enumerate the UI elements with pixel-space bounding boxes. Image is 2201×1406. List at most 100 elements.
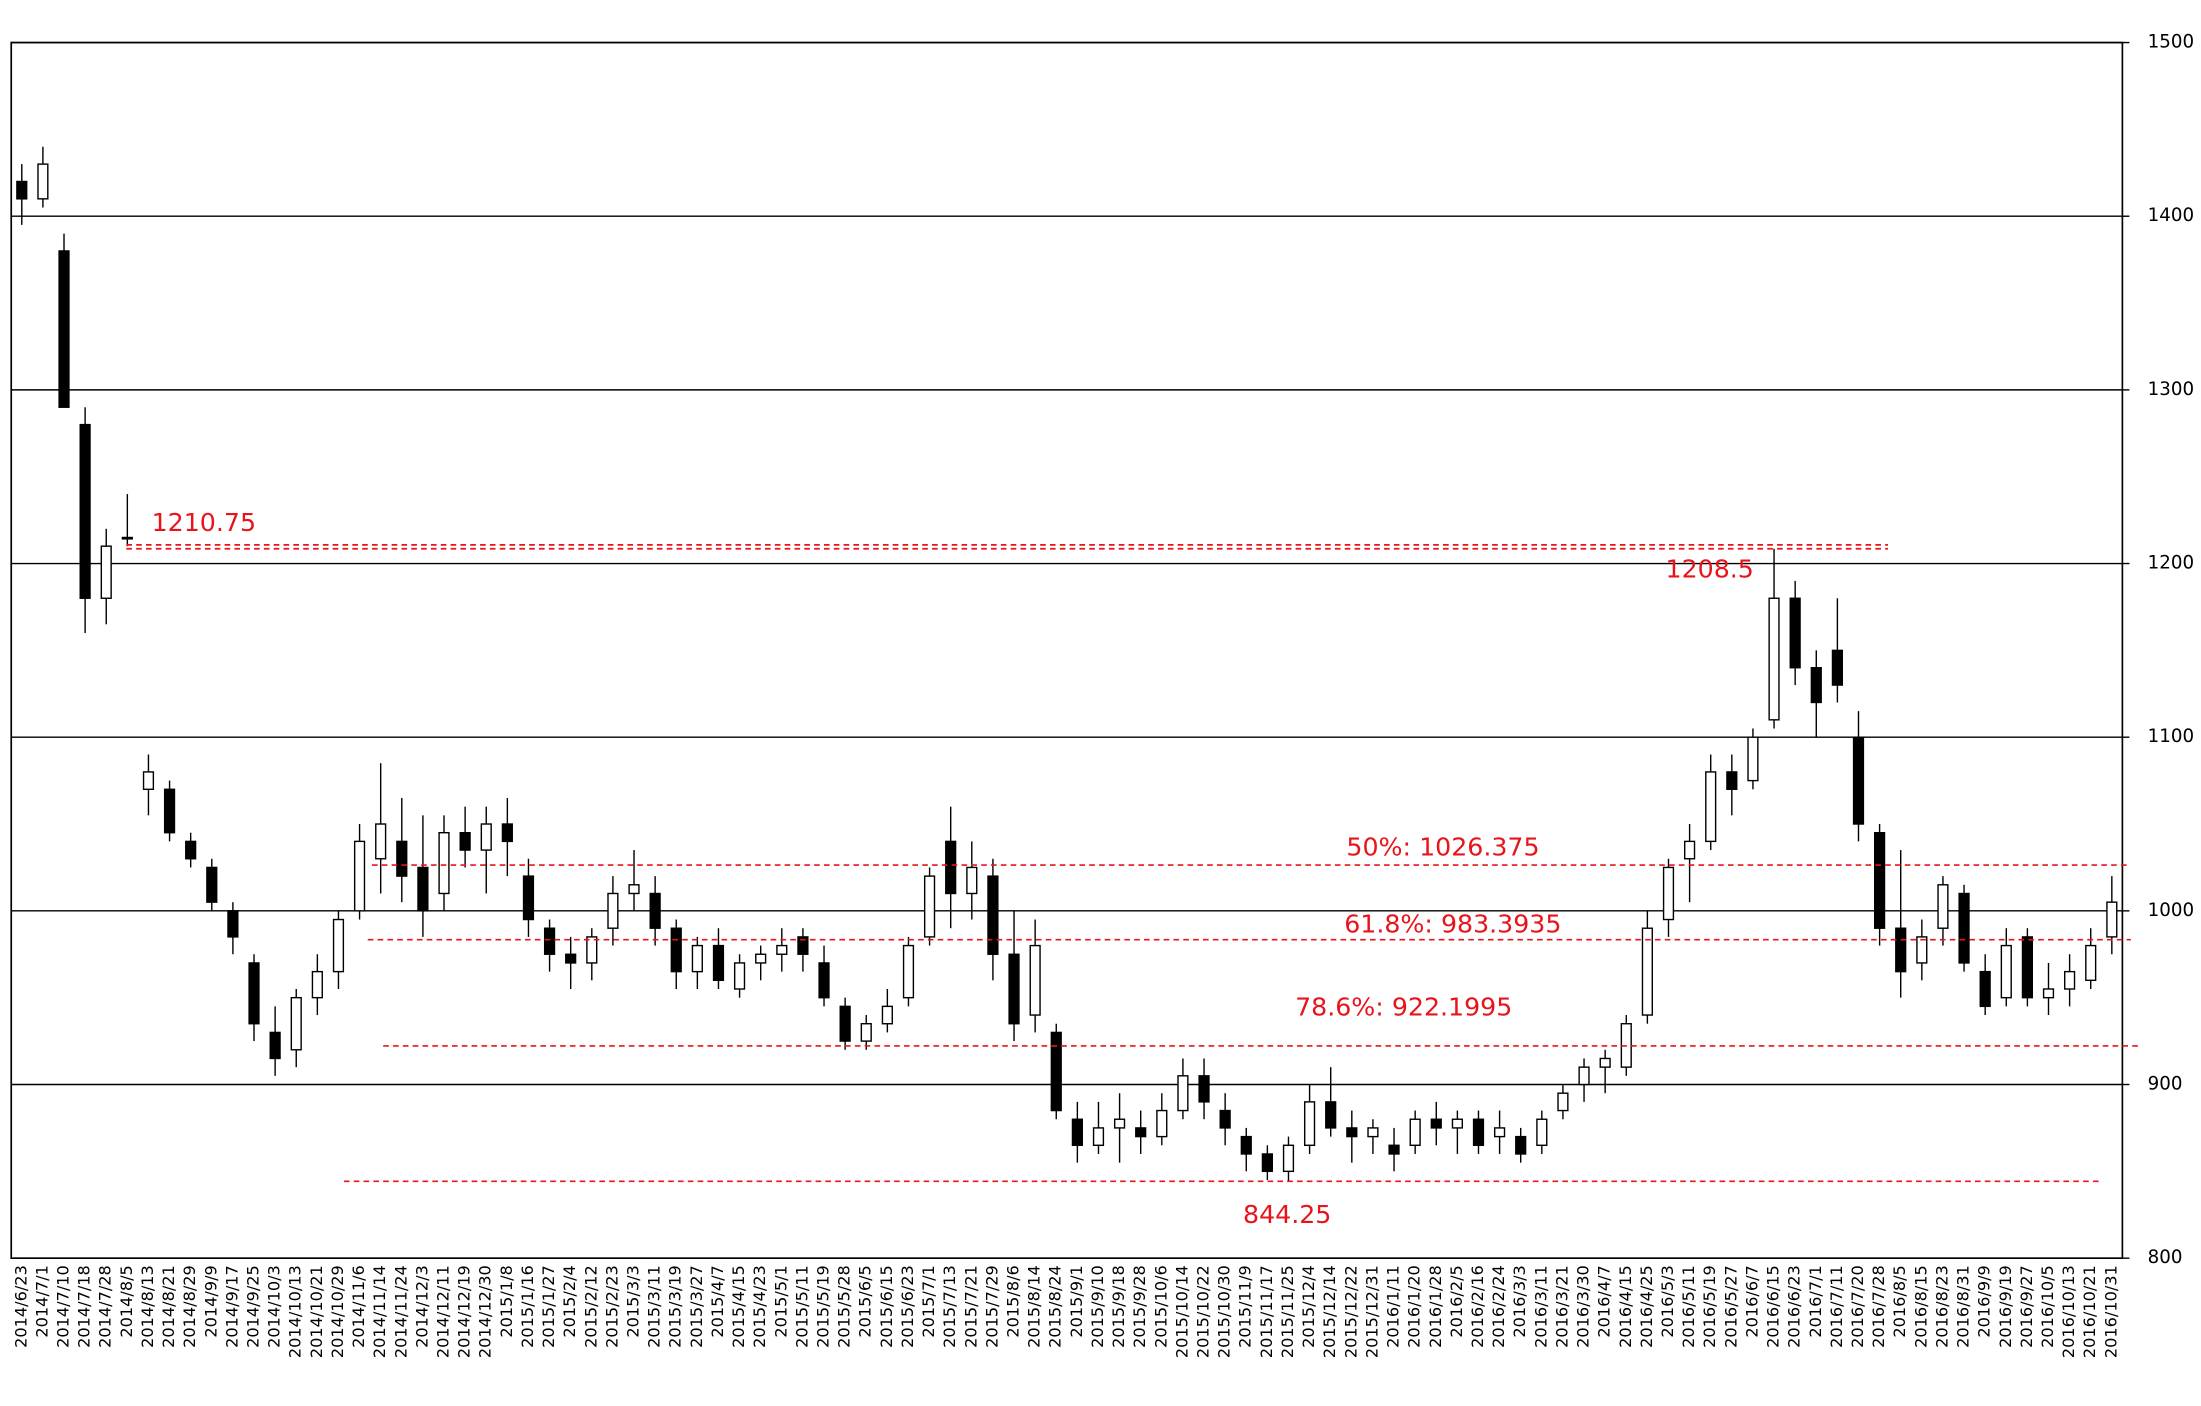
x-tick-label: 2016/10/5	[2038, 1265, 2057, 1348]
candle-body	[1958, 892, 1970, 964]
x-tick-label: 2016/2/16	[1468, 1265, 1487, 1348]
candle-body	[818, 962, 830, 999]
candle-body	[945, 840, 957, 895]
x-tick-label: 2015/3/3	[624, 1265, 643, 1337]
candle-body	[733, 962, 746, 990]
x-tick-label: 2016/5/3	[1658, 1265, 1677, 1337]
candle-body	[1873, 831, 1886, 929]
x-tick-label: 2016/1/28	[1426, 1265, 1445, 1348]
x-tick-label: 2016/8/15	[1911, 1265, 1930, 1348]
x-tick-label: 2016/5/19	[1700, 1265, 1719, 1348]
candle-body	[902, 944, 915, 999]
x-tick-label: 2015/9/10	[1088, 1265, 1107, 1348]
x-tick-label: 2014/7/18	[75, 1265, 94, 1348]
candle-body	[1789, 597, 1801, 669]
candle-body	[860, 1023, 872, 1042]
x-tick-label: 2015/7/21	[961, 1265, 980, 1348]
x-tick-label: 2014/12/19	[455, 1265, 474, 1358]
annotation-label: 61.8%: 983.3935	[1344, 909, 1561, 938]
y-tick-label: 800	[2148, 1247, 2183, 1268]
x-tick-label: 2015/10/6	[1151, 1265, 1170, 1348]
candle-body	[1747, 736, 1759, 782]
candle-body	[16, 180, 28, 200]
candle-body	[522, 875, 535, 921]
x-tick-label: 2015/11/25	[1278, 1265, 1297, 1358]
y-tick-label: 1100	[2148, 726, 2194, 747]
candle-body	[121, 536, 133, 540]
candle-body	[438, 831, 450, 895]
candle-body	[839, 1005, 851, 1042]
candle-body	[185, 840, 197, 860]
x-tick-label: 2014/7/28	[96, 1265, 115, 1348]
candle-body	[79, 423, 91, 599]
candle-body	[1515, 1135, 1527, 1155]
x-tick-label: 2016/3/11	[1531, 1265, 1550, 1348]
x-tick-label: 2014/11/6	[349, 1265, 368, 1348]
candle-body	[923, 875, 936, 938]
x-tick-label: 2015/2/4	[560, 1265, 579, 1337]
candle-body	[1599, 1057, 1611, 1068]
x-tick-label: 2016/1/11	[1384, 1265, 1403, 1348]
candle-body	[691, 944, 703, 973]
plot-frame	[10, 41, 2124, 1260]
x-tick-label: 2015/3/27	[687, 1265, 706, 1348]
x-tick-label: 2014/10/13	[286, 1265, 305, 1358]
candle-body	[1177, 1075, 1189, 1112]
candle-body	[543, 927, 556, 955]
x-tick-label: 2014/8/21	[159, 1265, 178, 1348]
x-tick-label: 2014/12/11	[434, 1265, 453, 1358]
x-tick-label: 2015/9/18	[1109, 1265, 1128, 1348]
candle-body	[353, 840, 366, 912]
x-tick-label: 2014/6/23	[11, 1265, 30, 1348]
candle-body	[1071, 1118, 1083, 1146]
candle-body	[396, 840, 408, 877]
x-tick-label: 2014/8/5	[117, 1265, 136, 1337]
x-tick-label: 2016/2/5	[1447, 1265, 1466, 1337]
candle-body	[1472, 1118, 1485, 1146]
candle-body	[100, 545, 112, 599]
x-tick-label: 2014/12/30	[476, 1265, 495, 1358]
candle-body	[1726, 771, 1738, 790]
candle-body	[2042, 988, 2055, 999]
x-tick-label: 2015/3/19	[666, 1265, 685, 1348]
x-tick-label: 2016/7/1	[1806, 1265, 1825, 1337]
candle-body	[1008, 953, 1020, 1025]
candle-body	[1113, 1118, 1126, 1129]
candle-body	[1282, 1144, 1295, 1173]
x-tick-label: 2016/3/30	[1574, 1265, 1593, 1348]
x-tick-label: 2016/4/25	[1637, 1265, 1656, 1348]
x-tick-label: 2014/11/24	[391, 1265, 410, 1358]
candle-body	[1662, 866, 1675, 921]
x-tick-label: 2015/11/9	[1236, 1265, 1255, 1348]
x-tick-label: 2015/8/14	[1025, 1265, 1044, 1348]
candle-body	[1979, 970, 1991, 1008]
x-tick-label: 2015/12/22	[1341, 1265, 1360, 1358]
candle-body	[1346, 1127, 1358, 1138]
x-tick-label: 2015/4/15	[729, 1265, 748, 1348]
candle-body	[586, 936, 598, 964]
x-tick-label: 2015/1/16	[518, 1265, 537, 1348]
candle-body	[1578, 1066, 1590, 1086]
candle-body	[1156, 1109, 1168, 1138]
x-tick-label: 2015/12/14	[1320, 1265, 1339, 1358]
x-tick-label: 2015/12/4	[1299, 1265, 1318, 1348]
x-tick-label: 2015/10/30	[1215, 1265, 1234, 1358]
candle-body	[1641, 927, 1653, 1016]
candle-body	[1240, 1135, 1252, 1155]
x-tick-label: 2016/9/9	[1975, 1265, 1994, 1337]
candle-body	[1367, 1127, 1379, 1138]
x-tick-label: 2016/8/23	[1932, 1265, 1951, 1348]
x-tick-label: 2015/11/17	[1257, 1265, 1276, 1358]
x-tick-label: 2014/7/1	[32, 1265, 51, 1337]
x-tick-label: 2015/8/24	[1046, 1265, 1065, 1348]
candle-body	[1029, 944, 1041, 1016]
candle-body	[1325, 1101, 1337, 1129]
x-tick-label: 2016/3/3	[1510, 1265, 1529, 1337]
y-tick-label: 1000	[2148, 900, 2194, 921]
x-tick-label: 2016/8/31	[1954, 1265, 1973, 1348]
x-tick-label: 2015/3/11	[645, 1265, 664, 1348]
candle-body	[1219, 1109, 1231, 1129]
candle-body	[417, 866, 429, 912]
candle-body	[163, 788, 176, 834]
